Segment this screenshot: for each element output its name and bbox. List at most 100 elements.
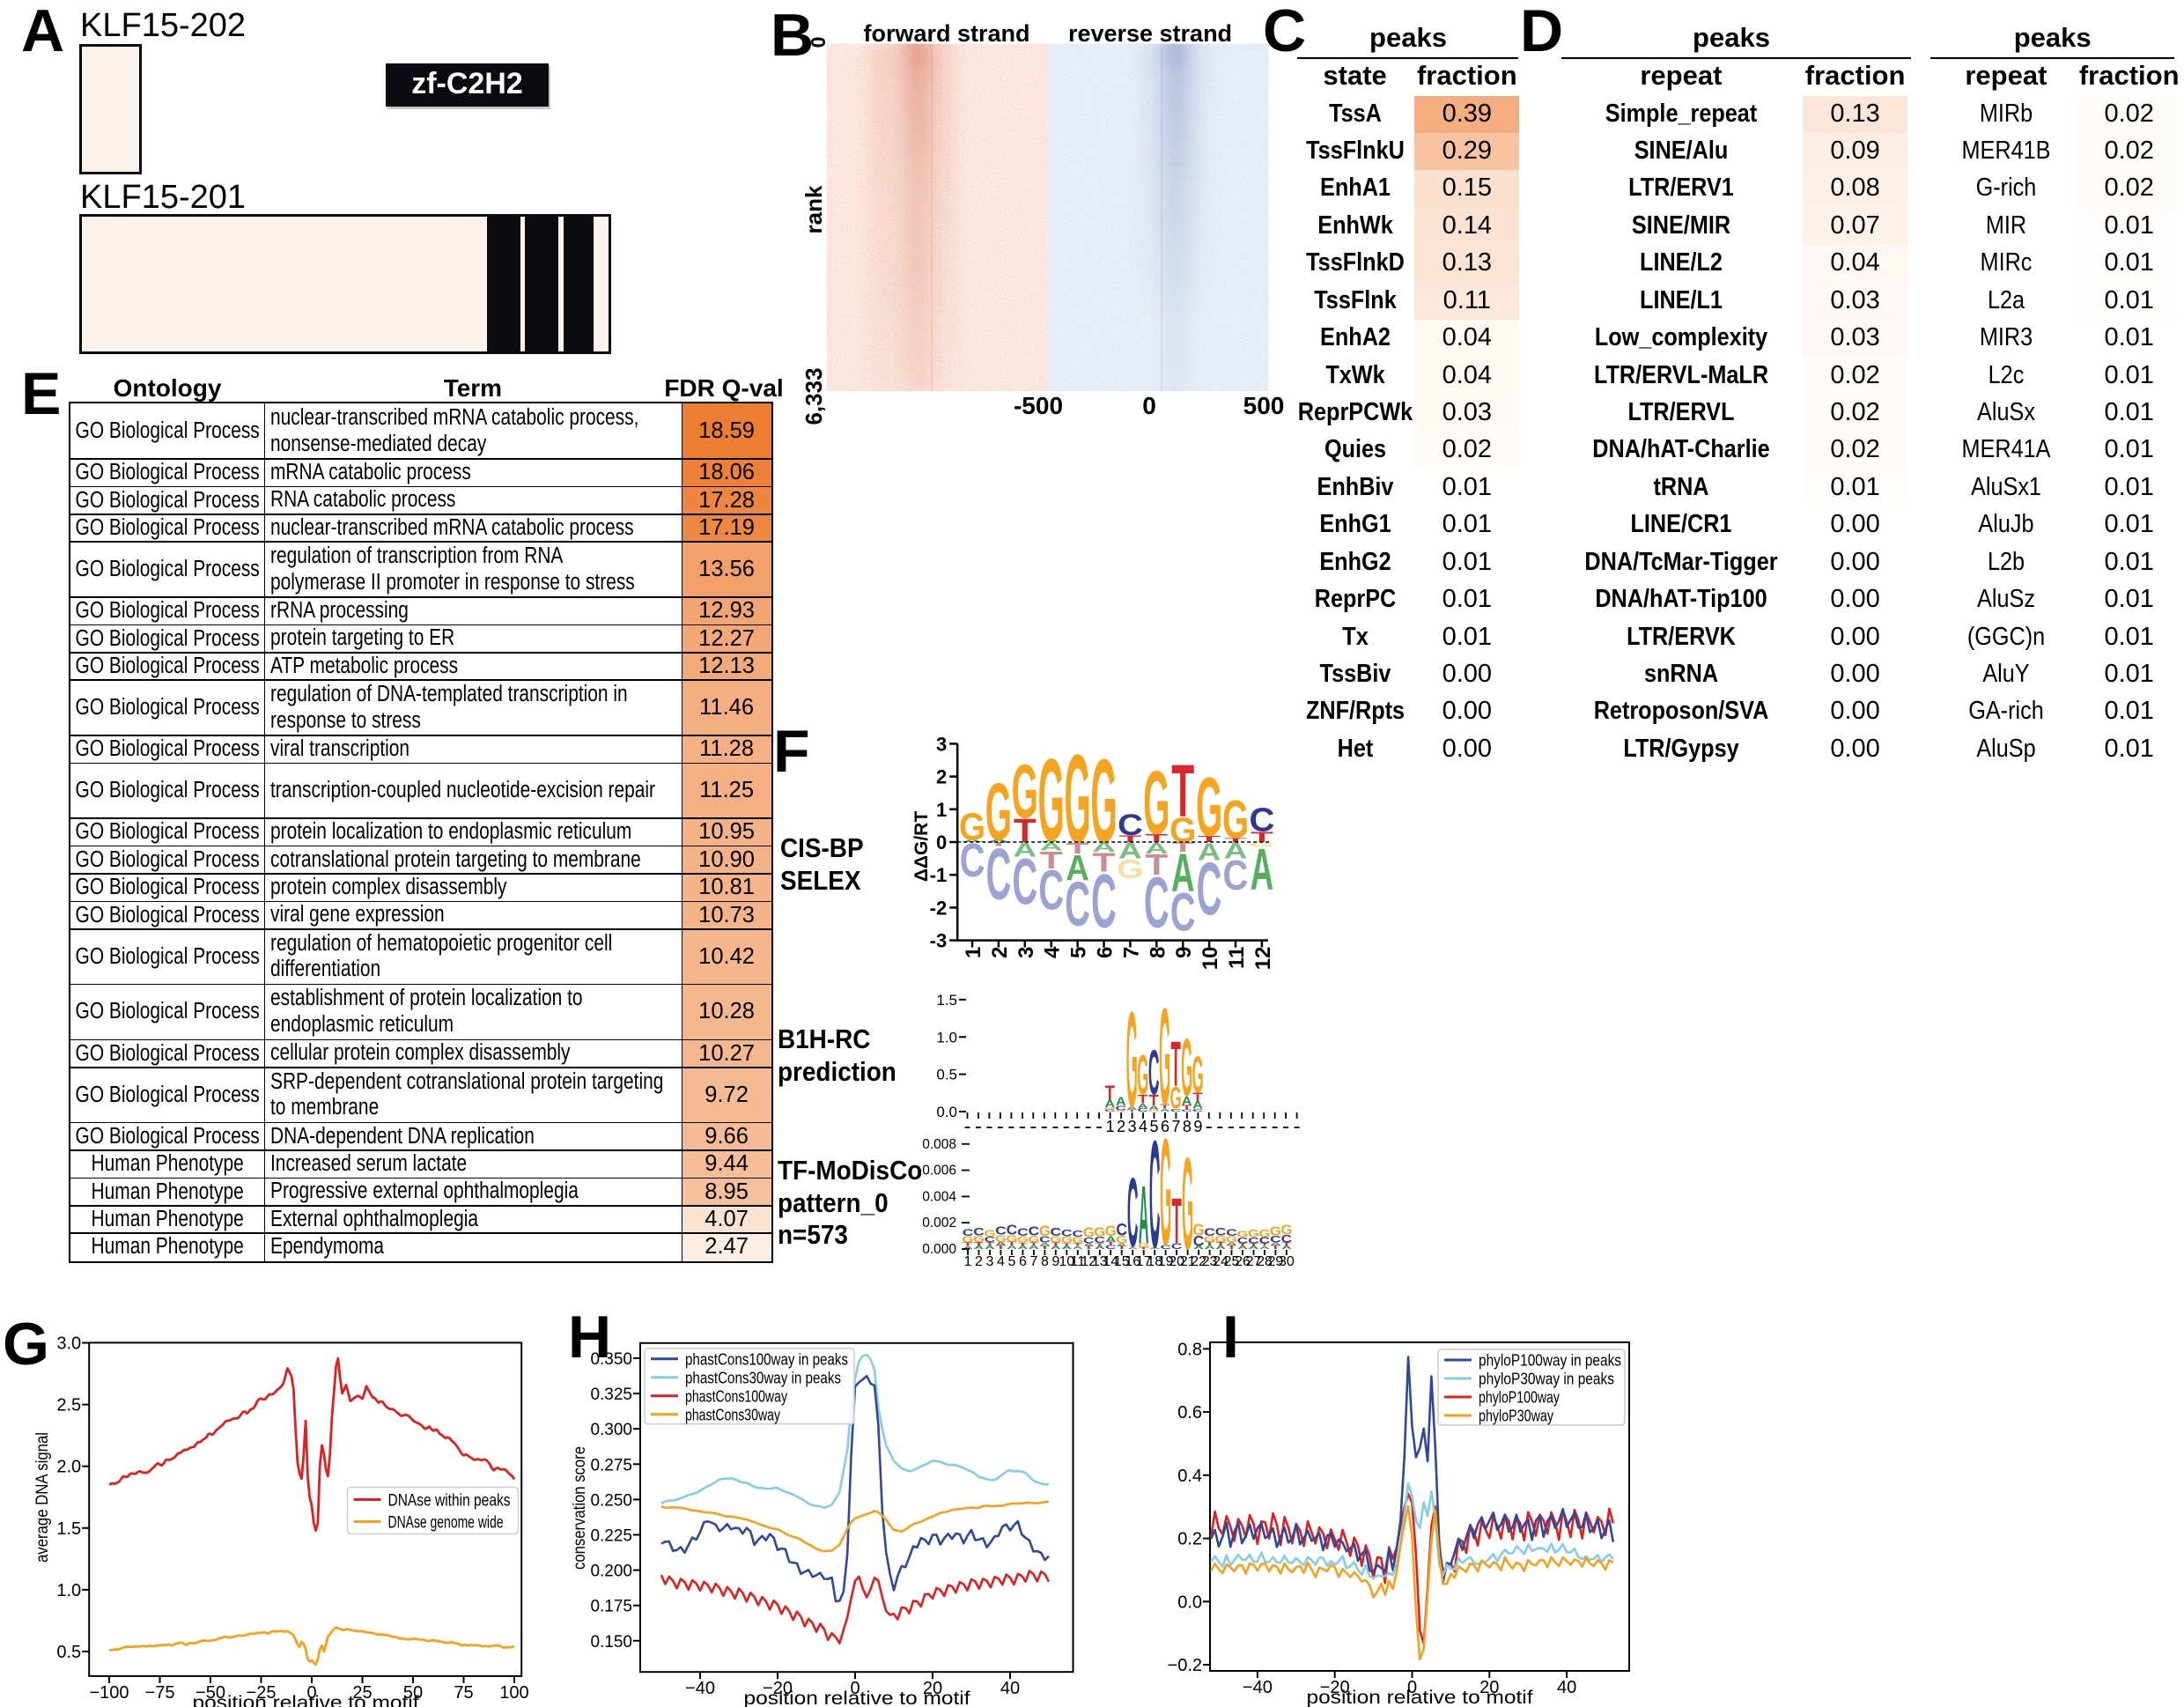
svg-text:A: A xyxy=(1192,1099,1203,1111)
svg-text:11: 11 xyxy=(1070,1254,1085,1269)
svg-text:2: 2 xyxy=(988,947,1012,958)
svg-text:C: C xyxy=(1248,1236,1259,1245)
svg-text:A: A xyxy=(1018,1245,1029,1251)
svg-text:A: A xyxy=(1083,1243,1094,1247)
svg-text:27: 27 xyxy=(1246,1254,1262,1269)
svg-text:T: T xyxy=(1182,1104,1192,1111)
svg-text:T: T xyxy=(1198,834,1221,845)
svg-text:19: 19 xyxy=(1158,1254,1174,1269)
svg-text:C: C xyxy=(1118,807,1143,841)
svg-text:phastCons100way: phastCons100way xyxy=(685,1387,787,1405)
svg-text:C: C xyxy=(985,833,1011,915)
svg-text:A: A xyxy=(1249,1245,1259,1250)
svg-text:C: C xyxy=(1192,1108,1204,1112)
svg-text:T: T xyxy=(1127,1109,1137,1112)
svg-text:C: C xyxy=(1083,1236,1095,1245)
svg-text:T: T xyxy=(1138,1093,1147,1106)
svg-text:A: A xyxy=(1039,840,1063,853)
svg-text:0.006: 0.006 xyxy=(922,1164,956,1179)
svg-text:C: C xyxy=(1137,1107,1148,1113)
svg-text:A: A xyxy=(1171,842,1195,903)
svg-text:3.0: 3.0 xyxy=(56,1334,81,1354)
svg-text:T: T xyxy=(1170,1030,1180,1101)
svg-text:G: G xyxy=(1248,1229,1259,1240)
svg-text:0.300: 0.300 xyxy=(590,1421,632,1439)
svg-text:2: 2 xyxy=(975,1254,983,1269)
svg-text:0.2: 0.2 xyxy=(1177,1530,1202,1549)
svg-text:A: A xyxy=(961,839,985,843)
svg-text:-3: -3 xyxy=(930,930,948,952)
svg-text:G: G xyxy=(1169,811,1196,851)
svg-text:2: 2 xyxy=(1117,1118,1125,1135)
svg-text:T: T xyxy=(1237,1243,1248,1247)
svg-text:A: A xyxy=(996,1241,1007,1246)
svg-text:A: A xyxy=(1105,1234,1116,1244)
svg-text:22: 22 xyxy=(1191,1254,1206,1269)
svg-text:A: A xyxy=(1148,1105,1159,1111)
svg-text:29: 29 xyxy=(1268,1254,1284,1269)
svg-text:9: 9 xyxy=(1172,947,1196,958)
svg-text:G: G xyxy=(1115,1110,1126,1112)
svg-text:C: C xyxy=(1197,846,1222,930)
svg-text:1: 1 xyxy=(962,947,985,958)
svg-text:25: 25 xyxy=(352,1683,372,1703)
svg-text:50: 50 xyxy=(403,1683,423,1703)
svg-text:C: C xyxy=(1029,1225,1040,1238)
svg-text:A: A xyxy=(1127,1247,1139,1250)
svg-text:C: C xyxy=(1259,1236,1271,1245)
svg-text:0: 0 xyxy=(1142,392,1156,419)
svg-text:−100: −100 xyxy=(89,1683,129,1703)
svg-text:T: T xyxy=(1095,1242,1105,1246)
svg-text:C: C xyxy=(1215,1226,1227,1238)
svg-text:G: G xyxy=(1104,1106,1116,1110)
svg-text:T: T xyxy=(1139,1247,1148,1250)
svg-text:12: 12 xyxy=(1251,947,1275,971)
svg-text:A: A xyxy=(1040,1242,1051,1246)
svg-text:DNAse within peaks: DNAse within peaks xyxy=(388,1492,511,1511)
svg-text:A: A xyxy=(987,839,1011,843)
svg-text:T: T xyxy=(1117,1245,1127,1250)
svg-text:0.004: 0.004 xyxy=(922,1189,956,1204)
svg-text:9: 9 xyxy=(1051,1254,1059,1269)
svg-text:T: T xyxy=(1051,1242,1061,1247)
svg-text:C: C xyxy=(1073,1229,1084,1238)
svg-text:phastCons30way in peaks: phastCons30way in peaks xyxy=(685,1369,841,1386)
svg-text:ΔΔG/RT: ΔΔG/RT xyxy=(911,811,932,883)
svg-text:T: T xyxy=(1227,1245,1237,1251)
svg-text:G: G xyxy=(1137,1044,1148,1106)
svg-text:G: G xyxy=(1204,1235,1215,1244)
svg-text:G: G xyxy=(1160,1107,1171,1278)
svg-text:G: G xyxy=(1143,754,1169,854)
svg-text:A: A xyxy=(1281,1245,1292,1250)
svg-text:phastCons30way: phastCons30way xyxy=(685,1406,780,1423)
svg-text:C: C xyxy=(1105,1244,1117,1250)
svg-text:0.0: 0.0 xyxy=(936,1104,957,1120)
svg-text:C: C xyxy=(960,834,985,887)
svg-text:A: A xyxy=(1007,1244,1017,1250)
svg-text:conservation score: conservation score xyxy=(571,1446,589,1570)
svg-text:16: 16 xyxy=(1125,1254,1140,1269)
svg-text:−40: −40 xyxy=(1243,1678,1273,1697)
svg-text:−20: −20 xyxy=(1320,1678,1350,1697)
svg-text:T: T xyxy=(1014,811,1037,850)
svg-text:G: G xyxy=(1170,1081,1182,1115)
svg-text:0.008: 0.008 xyxy=(922,1137,956,1152)
svg-text:average DNA signal: average DNA signal xyxy=(33,1432,52,1563)
svg-text:A: A xyxy=(985,1245,995,1251)
svg-text:C: C xyxy=(1226,1228,1237,1238)
svg-text:phyloP30way in peaks: phyloP30way in peaks xyxy=(1479,1371,1614,1388)
svg-text:8: 8 xyxy=(1041,1254,1049,1269)
svg-text:G: G xyxy=(1117,854,1143,884)
svg-text:DNAse genome wide: DNAse genome wide xyxy=(388,1514,504,1533)
svg-text:A: A xyxy=(1073,1245,1083,1250)
svg-text:18: 18 xyxy=(1147,1254,1162,1269)
svg-text:7: 7 xyxy=(1171,1118,1180,1135)
svg-text:T: T xyxy=(1029,1242,1039,1246)
svg-text:A: A xyxy=(1138,1103,1148,1110)
svg-text:−75: −75 xyxy=(145,1683,175,1703)
svg-text:G: G xyxy=(1192,1046,1203,1104)
svg-text:C: C xyxy=(1193,1233,1205,1249)
svg-text:0.275: 0.275 xyxy=(590,1456,632,1474)
svg-text:phyloP100way: phyloP100way xyxy=(1479,1389,1560,1407)
svg-text:6,333: 6,333 xyxy=(801,367,827,425)
